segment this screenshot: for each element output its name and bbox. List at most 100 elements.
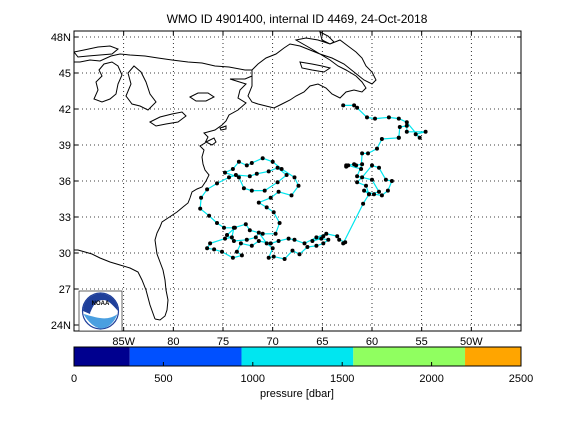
profile-location-point: [215, 221, 219, 225]
profile-location-point: [310, 239, 315, 243]
profile-location-point: [244, 237, 249, 242]
profile-location-point: [361, 201, 366, 206]
profile-location-point: [276, 189, 281, 194]
profile-location-point: [289, 193, 294, 198]
noaa-logo-text: NOAA: [92, 301, 110, 307]
profile-location-point: [260, 156, 265, 161]
profile-location-point: [239, 253, 244, 258]
lat-tick-label: 27: [59, 284, 71, 296]
profile-location-point: [344, 163, 349, 168]
colorbar-segment-2: [241, 347, 354, 366]
colorbar-tick-label: 2000: [419, 373, 443, 385]
profile-location-point: [279, 167, 284, 171]
lon-tick-label: 75: [217, 336, 229, 348]
profile-location-point: [367, 192, 371, 197]
profile-location-point: [230, 255, 235, 260]
profile-location-point: [292, 175, 297, 180]
profile-location-point: [372, 192, 376, 197]
profile-location-point: [373, 116, 377, 121]
profile-location-point: [205, 187, 210, 192]
profile-location-point: [321, 241, 326, 246]
profile-location-point: [417, 135, 422, 140]
profile-location-point: [354, 163, 359, 168]
profile-location-point: [396, 116, 401, 121]
lat-tick-label: 30: [59, 248, 71, 260]
profile-location-point: [205, 246, 210, 251]
float-track-points: [198, 103, 428, 261]
profile-location-point: [386, 115, 391, 120]
pressure-colorbar: 0 500 1000 1500 2000 2500: [71, 347, 533, 385]
coastal-islands: [204, 125, 227, 146]
profile-location-point: [397, 125, 402, 129]
map-background: [74, 31, 521, 331]
profile-location-point: [396, 135, 401, 140]
profile-location-point: [223, 236, 227, 241]
profile-location-point: [266, 169, 271, 174]
profile-location-point: [404, 120, 409, 125]
profile-location-point: [271, 210, 276, 215]
profile-location-point: [282, 257, 287, 261]
profile-location-point: [247, 174, 252, 179]
lon-tick-label: 65: [316, 336, 328, 348]
profile-location-point: [360, 162, 365, 167]
profile-location-point: [370, 177, 374, 182]
profile-location-point: [238, 241, 243, 246]
profile-location-point: [326, 237, 331, 242]
profile-location-point: [225, 233, 229, 237]
profile-location-point: [253, 235, 258, 240]
east-coast-coastline: [74, 53, 253, 321]
profile-location-point: [207, 213, 212, 218]
colorbar-tick-label: 1000: [241, 373, 265, 385]
lon-tick-label: 70: [267, 336, 279, 348]
profile-location-point: [379, 193, 384, 198]
profile-location-point: [260, 231, 265, 236]
colorbar-label: pressure [dbar]: [260, 388, 334, 400]
profile-location-point: [302, 241, 307, 246]
profile-location-point: [236, 175, 241, 180]
colorbar-segment-1: [129, 347, 242, 366]
colorbar-tick-label: 0: [71, 373, 77, 385]
profile-location-point: [355, 174, 360, 179]
profile-location-point: [385, 188, 390, 193]
colorbar-segment-4: [465, 347, 521, 366]
profile-location-point: [262, 188, 267, 193]
profile-location-point: [271, 254, 276, 259]
profile-location-point: [208, 241, 213, 246]
profile-location-point: [266, 255, 271, 260]
colorbar-frame: [73, 346, 522, 367]
profile-location-point: [220, 249, 224, 254]
profile-location-point: [389, 179, 394, 183]
lat-tick-label: 42: [59, 104, 71, 116]
profile-location-point: [244, 163, 249, 168]
profile-location-point: [335, 234, 340, 239]
lon-tick-label: 85W: [112, 336, 135, 348]
profile-location-point: [222, 225, 226, 230]
profile-location-point: [305, 245, 310, 249]
figure-title: WMO ID 4901400, internal ID 4469, 24-Oct…: [167, 12, 428, 26]
profile-location-point: [314, 235, 319, 240]
lon-tick-label: 80: [167, 336, 179, 348]
profile-location-point: [365, 115, 369, 120]
profile-location-point: [270, 246, 275, 251]
profile-location-point: [277, 221, 282, 225]
profile-location-point: [215, 181, 219, 186]
profile-location-point: [321, 234, 326, 239]
profile-location-point: [275, 180, 280, 185]
profile-location-point: [383, 177, 388, 182]
profile-location-point: [276, 239, 281, 243]
profile-location-point: [286, 236, 291, 241]
profile-location-point: [352, 103, 357, 108]
profile-location-point: [227, 175, 231, 180]
lon-tick-label: 50W: [460, 336, 483, 348]
lat-tick-label: 33: [59, 212, 71, 224]
profile-location-point: [247, 228, 252, 233]
profile-location-point: [337, 237, 342, 242]
profile-location-point: [229, 235, 234, 240]
profile-location-point: [366, 151, 370, 156]
profile-location-point: [241, 186, 246, 191]
profile-location-point: [230, 167, 235, 171]
profile-location-point: [284, 173, 289, 177]
profile-location-point: [233, 173, 238, 177]
coastlines: [74, 31, 377, 321]
great-lakes: [74, 45, 215, 127]
